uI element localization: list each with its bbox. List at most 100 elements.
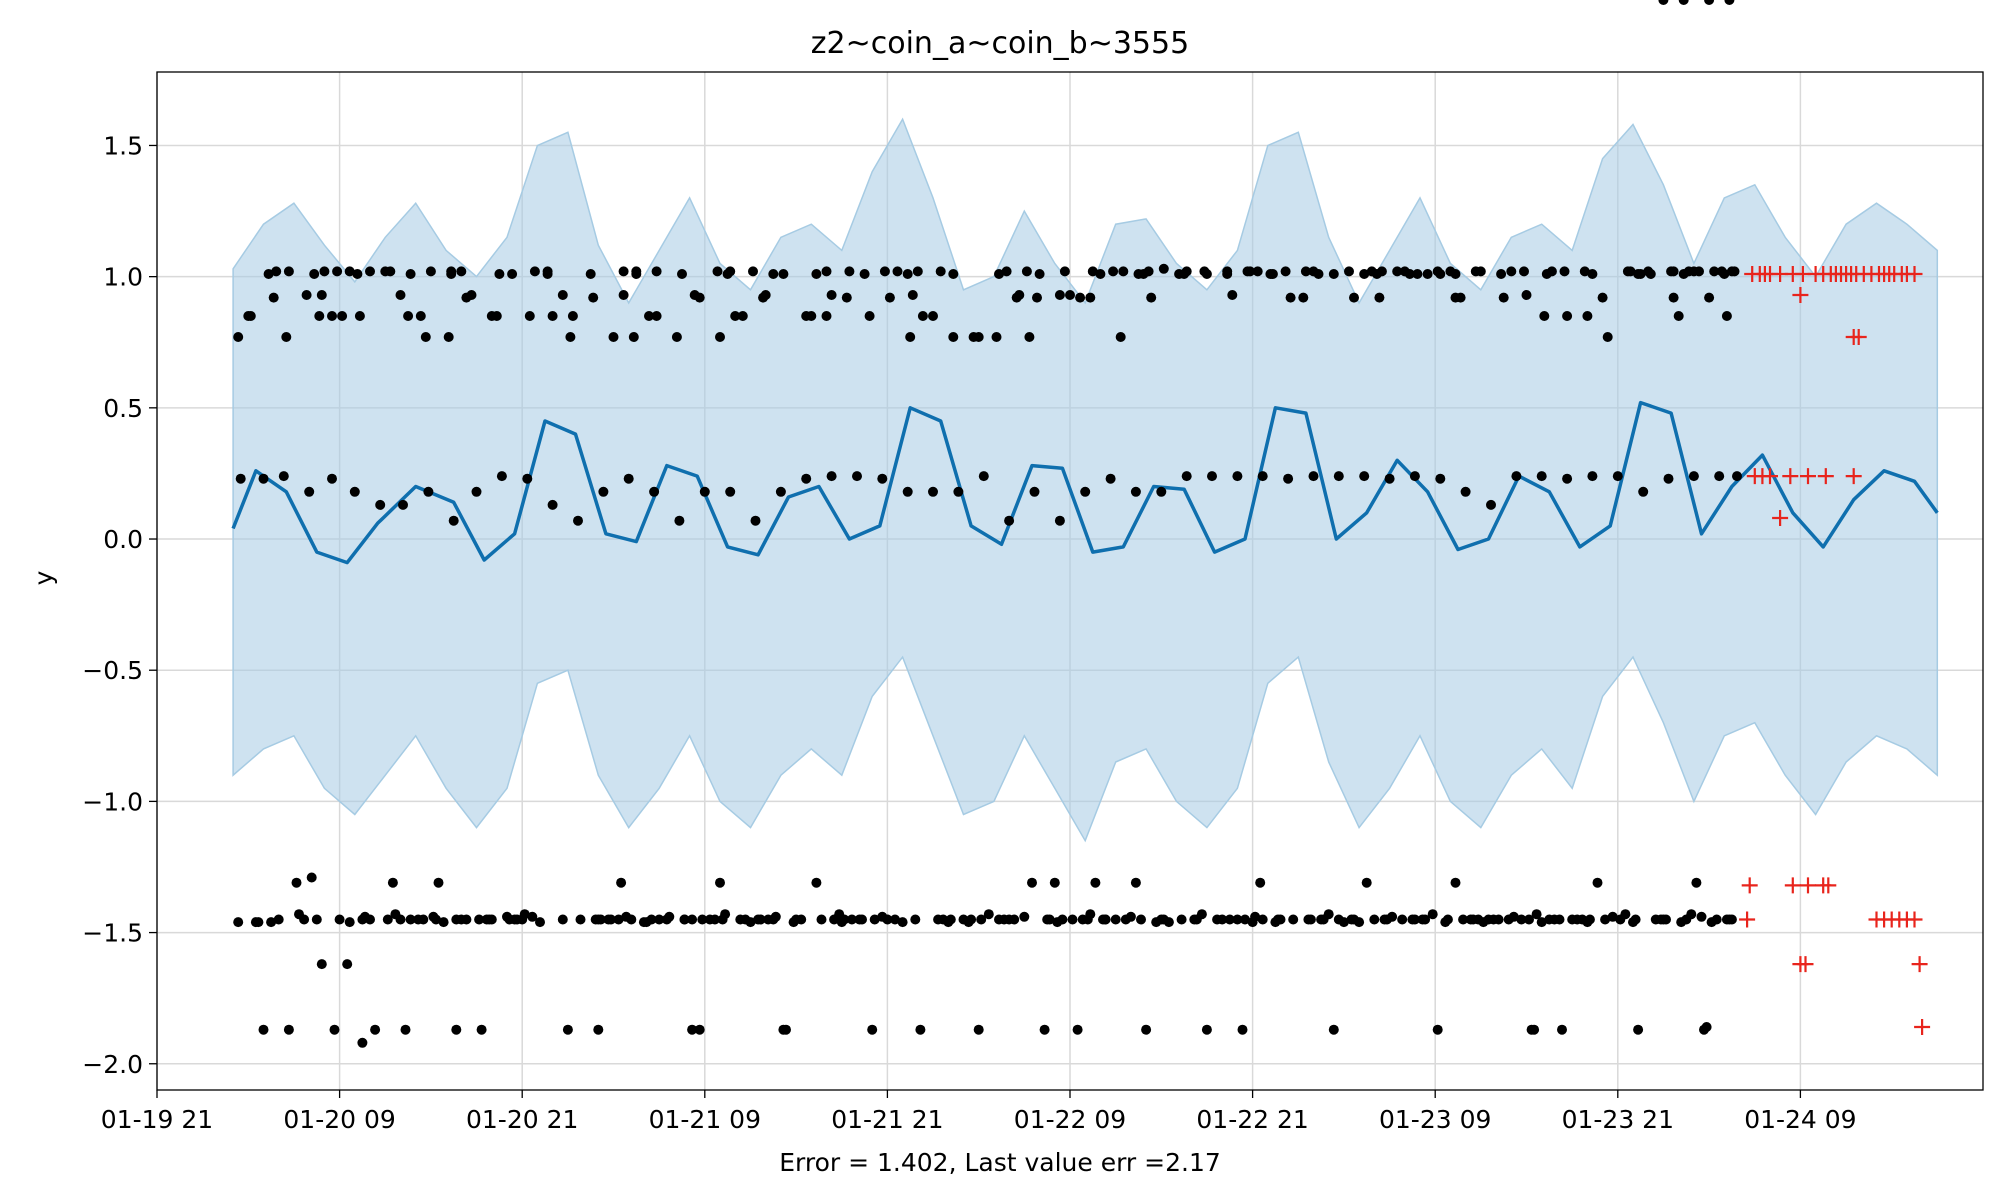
observed-point bbox=[1072, 1024, 1083, 1035]
observed-point bbox=[415, 311, 426, 321]
observed-point bbox=[1643, 266, 1654, 277]
observed-point bbox=[1300, 266, 1311, 277]
observed-point bbox=[768, 269, 779, 279]
observed-point bbox=[1524, 914, 1534, 925]
observed-point bbox=[1027, 877, 1037, 888]
observed-point bbox=[1021, 266, 1032, 277]
observed-point bbox=[357, 1037, 368, 1048]
observed-point bbox=[1267, 269, 1278, 279]
observed-point bbox=[1199, 266, 1210, 277]
observed-point bbox=[687, 1024, 698, 1035]
observed-point bbox=[694, 1024, 705, 1035]
observed-point bbox=[271, 266, 282, 277]
observed-point bbox=[1458, 914, 1469, 925]
observed-point bbox=[1308, 471, 1319, 482]
observed-point bbox=[1222, 269, 1233, 279]
observed-point bbox=[1257, 914, 1268, 925]
observed-point bbox=[801, 473, 812, 484]
observed-point bbox=[902, 486, 913, 497]
observed-point bbox=[651, 311, 662, 321]
confidence-band bbox=[232, 117, 1939, 843]
observed-point bbox=[273, 914, 284, 925]
observed-point bbox=[699, 486, 710, 497]
observed-point bbox=[316, 959, 327, 970]
observed-point bbox=[1600, 914, 1611, 925]
future-point bbox=[1762, 468, 1778, 485]
observed-point bbox=[770, 911, 781, 922]
y-axis-label: y bbox=[29, 570, 58, 585]
observed-point bbox=[778, 269, 789, 279]
observed-point bbox=[1704, 292, 1715, 303]
observed-point bbox=[344, 266, 355, 277]
observed-point bbox=[283, 266, 294, 277]
y-tick-label: 0.0 bbox=[103, 525, 143, 554]
observed-point bbox=[316, 290, 327, 300]
observed-point bbox=[504, 914, 515, 925]
observed-point bbox=[1333, 914, 1344, 925]
observed-point bbox=[1349, 292, 1359, 303]
observed-point bbox=[1688, 471, 1699, 482]
observed-point bbox=[342, 959, 353, 970]
observed-point bbox=[890, 914, 900, 925]
x-axis-label: Error = 1.402, Last value err =2.17 bbox=[779, 1148, 1221, 1177]
observed-point bbox=[1658, 914, 1669, 925]
x-tick-label: 01-22 09 bbox=[1014, 1105, 1126, 1134]
observed-point bbox=[425, 266, 436, 277]
x-tick-label: 01-20 21 bbox=[466, 1105, 578, 1134]
prediction-line-layer bbox=[231, 400, 1939, 565]
y-tick-label: −0.5 bbox=[82, 656, 143, 685]
observed-point bbox=[1579, 266, 1590, 277]
observed-point bbox=[1663, 473, 1674, 484]
observed-point bbox=[1108, 266, 1119, 277]
observed-point bbox=[1090, 877, 1101, 888]
observed-point bbox=[344, 917, 355, 928]
observed-point bbox=[1224, 914, 1235, 925]
observed-point bbox=[375, 499, 386, 510]
observed-point bbox=[867, 1024, 878, 1035]
future-point bbox=[1906, 911, 1923, 928]
observed-point bbox=[283, 1024, 294, 1035]
y-tick-label: 0.5 bbox=[103, 394, 143, 423]
observed-point bbox=[1001, 266, 1012, 277]
observed-point bbox=[1584, 914, 1595, 925]
observed-point bbox=[1379, 914, 1390, 925]
observed-point bbox=[928, 311, 938, 321]
x-tick-label: 01-22 21 bbox=[1196, 1105, 1308, 1134]
observed-point bbox=[268, 292, 279, 303]
observed-point bbox=[1029, 486, 1040, 497]
observed-points-layer bbox=[233, 0, 1742, 1048]
observed-point bbox=[994, 269, 1004, 279]
observed-point bbox=[306, 872, 317, 883]
observed-point bbox=[395, 914, 406, 925]
observed-point bbox=[588, 292, 599, 303]
observed-point bbox=[621, 911, 632, 922]
future-point bbox=[1782, 468, 1799, 485]
observed-point bbox=[431, 914, 441, 925]
observed-point bbox=[1536, 917, 1547, 928]
observed-point bbox=[1146, 292, 1157, 303]
observed-point bbox=[1080, 486, 1091, 497]
observed-point bbox=[869, 914, 880, 925]
observed-point bbox=[631, 266, 642, 277]
observed-point bbox=[1442, 914, 1453, 925]
observed-point bbox=[745, 917, 756, 928]
observed-point bbox=[715, 877, 725, 888]
observed-point bbox=[522, 473, 533, 484]
observed-point bbox=[557, 914, 568, 925]
future-point bbox=[1911, 956, 1928, 973]
observed-point bbox=[327, 311, 337, 321]
observed-point bbox=[725, 486, 736, 497]
observed-point bbox=[846, 914, 857, 925]
observed-point bbox=[423, 486, 434, 497]
observed-point bbox=[737, 311, 748, 321]
observed-point bbox=[1374, 292, 1385, 303]
observed-point bbox=[332, 266, 343, 277]
observed-point bbox=[1668, 292, 1679, 303]
observed-point bbox=[311, 914, 322, 925]
observed-point bbox=[1273, 914, 1283, 925]
observed-point bbox=[1158, 914, 1169, 925]
observed-point bbox=[400, 1024, 411, 1035]
observed-point bbox=[233, 917, 244, 928]
observed-point bbox=[1417, 914, 1428, 925]
observed-point bbox=[398, 499, 408, 510]
